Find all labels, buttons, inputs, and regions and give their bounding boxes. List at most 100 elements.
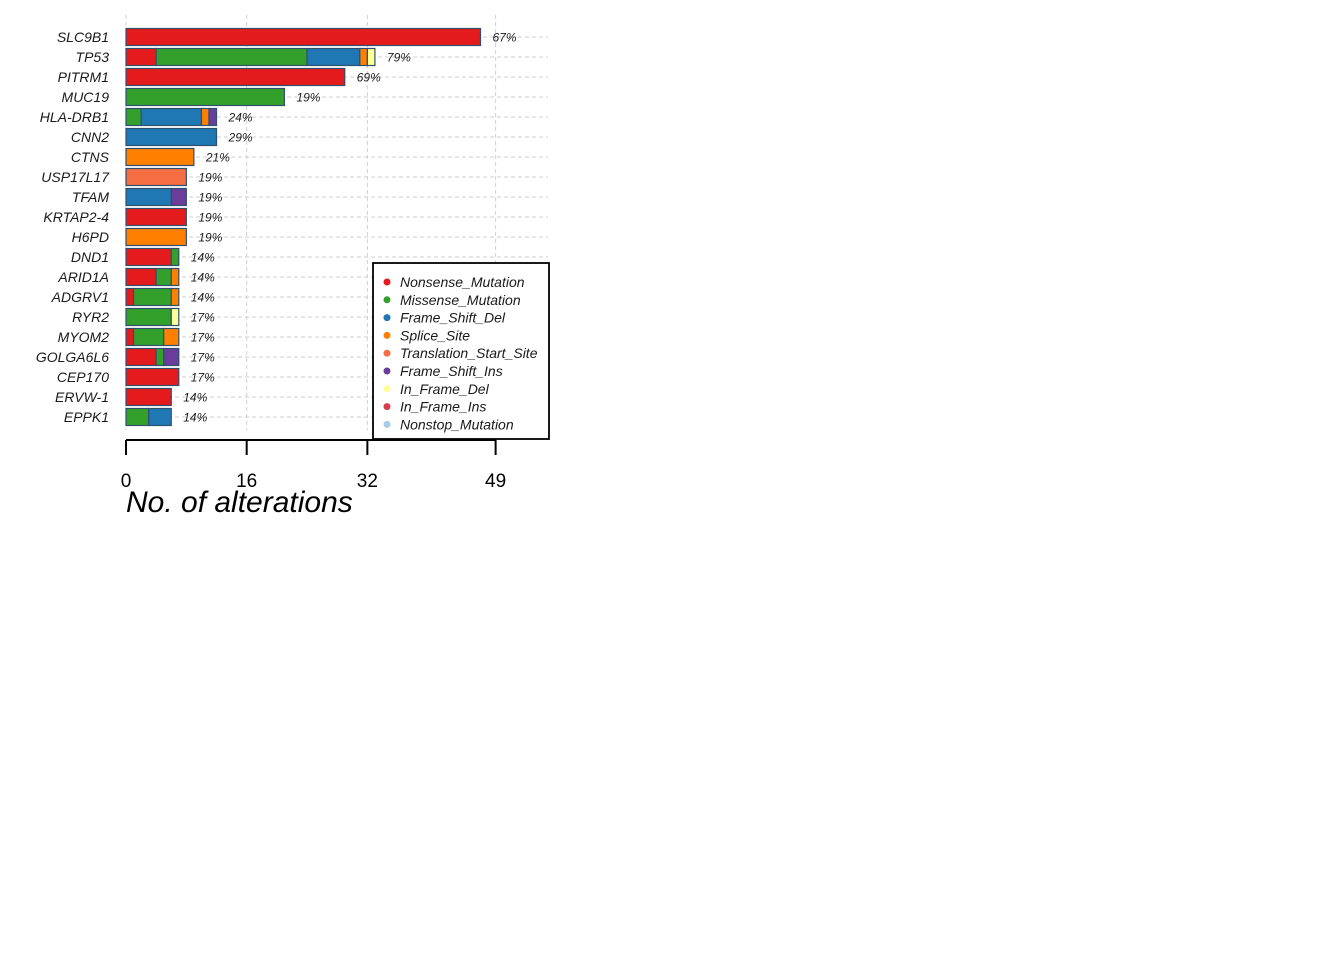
legend-swatch — [383, 367, 391, 375]
percent-labels: 67% 79% 69% 19% 24% 29% 21% 19% 19% 19% 19% 14% 14% 1… — [183, 31, 517, 425]
x-axis: No. of alterations 0 16 32 49 — [121, 439, 506, 519]
legend-label: Frame_Shift_Del — [400, 310, 506, 326]
percent-label: 19% — [296, 91, 320, 105]
legend-swatch — [383, 296, 391, 304]
percent-label: 14% — [191, 291, 215, 305]
percent-label: 29% — [228, 131, 253, 145]
bar-segment — [125, 367, 180, 387]
legend-swatch — [383, 385, 391, 393]
gene-labels: SLC9B1 TP53 PITRM1 MUC19 HLA-DRB1 CNN2 CTNS USP… — [36, 29, 110, 425]
bar-segment — [125, 287, 135, 307]
gene-label: HLA-DRB1 — [40, 109, 109, 125]
percent-label: 19% — [198, 211, 222, 225]
bar-segment — [125, 107, 142, 127]
gene-label: H6PD — [72, 229, 109, 245]
percent-label: 69% — [357, 71, 381, 85]
gene-label: ARID1A — [57, 269, 109, 285]
legend-label: Nonsense_Mutation — [400, 274, 525, 290]
bar-segment — [125, 347, 157, 367]
legend-swatch — [383, 420, 391, 428]
bar-segment — [125, 67, 346, 87]
percent-label: 14% — [183, 411, 207, 425]
percent-label: 79% — [387, 51, 411, 65]
bar-segment — [125, 267, 157, 287]
bar-segment — [170, 187, 187, 207]
x-tick-label: 32 — [357, 471, 378, 492]
legend: Nonsense_Mutation Missense_Mutation Frame_… — [372, 262, 550, 440]
bar-segment — [200, 107, 210, 127]
legend-box — [372, 262, 550, 440]
bar-segment — [140, 107, 203, 127]
percent-label: 14% — [191, 271, 215, 285]
percent-label: 19% — [198, 171, 222, 185]
gene-label: EPPK1 — [64, 409, 109, 425]
gene-label: CEP170 — [57, 369, 109, 385]
bar-segment — [125, 387, 172, 407]
percent-label: 17% — [191, 331, 215, 345]
bar-segment — [170, 307, 180, 327]
bar-segment — [125, 407, 150, 427]
bars — [125, 27, 482, 427]
gene-label: GOLGA6L6 — [36, 349, 109, 365]
bar-segment — [208, 107, 218, 127]
percent-label: 19% — [198, 191, 222, 205]
bar-segment — [125, 147, 195, 167]
bar-segment — [125, 87, 286, 107]
gene-label: MUC19 — [62, 89, 110, 105]
legend-swatch — [383, 349, 391, 357]
gene-label: TP53 — [76, 49, 110, 65]
bar-segment — [125, 247, 172, 267]
x-tick-label: 49 — [485, 471, 506, 492]
bar-segment — [155, 347, 165, 367]
gene-label: DND1 — [71, 249, 109, 265]
bar-segment — [366, 47, 376, 67]
gene-label: RYR2 — [72, 309, 109, 325]
percent-label: 24% — [228, 111, 253, 125]
bar-segment — [155, 47, 308, 67]
bar-segment — [132, 287, 172, 307]
percent-label: 19% — [198, 231, 222, 245]
bar-segment — [125, 127, 218, 147]
percent-label: 21% — [205, 151, 230, 165]
gene-label: TFAM — [72, 189, 109, 205]
gene-label: USP17L17 — [41, 169, 110, 185]
legend-label: Missense_Mutation — [400, 292, 521, 308]
bar-segment — [170, 287, 180, 307]
bar-segment — [359, 47, 368, 67]
legend-label: In_Frame_Del — [400, 381, 490, 397]
legend-swatch — [383, 314, 391, 322]
bar-segment — [170, 247, 180, 267]
legend-swatch — [383, 278, 391, 286]
gene-label: MYOM2 — [58, 329, 110, 345]
percent-label: 17% — [191, 371, 215, 385]
legend-label: In_Frame_Ins — [400, 399, 486, 415]
bar-segment — [132, 327, 165, 347]
legend-swatch — [383, 403, 391, 411]
bar-segment — [125, 187, 172, 207]
bar-segment — [306, 47, 361, 67]
x-tick-label: 0 — [121, 471, 132, 492]
bar-segment — [155, 267, 172, 287]
legend-swatch — [383, 331, 391, 339]
bar-segment — [125, 47, 157, 67]
gene-label: CTNS — [71, 149, 110, 165]
gene-label: KRTAP2-4 — [43, 209, 109, 225]
bar-segment — [125, 307, 172, 327]
percent-label: 67% — [493, 31, 517, 45]
gene-label: SLC9B1 — [57, 29, 109, 45]
bar-segment — [163, 327, 180, 347]
percent-label: 14% — [191, 251, 215, 265]
bar-segment — [125, 227, 187, 247]
gene-label: ERVW-1 — [55, 389, 109, 405]
gene-label: CNN2 — [71, 129, 109, 145]
legend-label: Nonstop_Mutation — [400, 416, 514, 432]
bar-segment — [125, 167, 187, 187]
legend-label: Splice_Site — [400, 327, 470, 343]
percent-label: 17% — [191, 311, 215, 325]
bar-segment — [163, 347, 180, 367]
x-axis-title: No. of alterations — [126, 486, 353, 519]
bar-segment — [125, 27, 482, 47]
x-tick-label: 16 — [236, 471, 257, 492]
percent-label: 17% — [191, 351, 215, 365]
